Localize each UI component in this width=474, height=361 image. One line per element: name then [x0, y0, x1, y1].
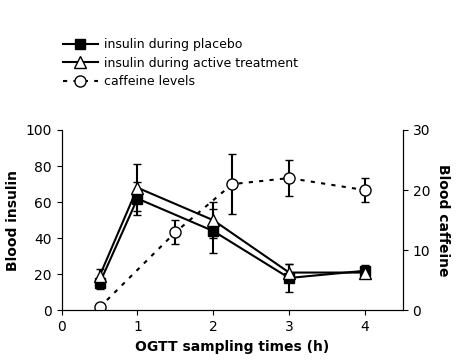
Y-axis label: Blood caffeine: Blood caffeine — [436, 164, 450, 277]
Y-axis label: Blood insulin: Blood insulin — [6, 170, 20, 271]
X-axis label: OGTT sampling times (h): OGTT sampling times (h) — [135, 340, 329, 354]
Legend: insulin during placebo, insulin during active treatment, caffeine levels: insulin during placebo, insulin during a… — [58, 33, 303, 93]
